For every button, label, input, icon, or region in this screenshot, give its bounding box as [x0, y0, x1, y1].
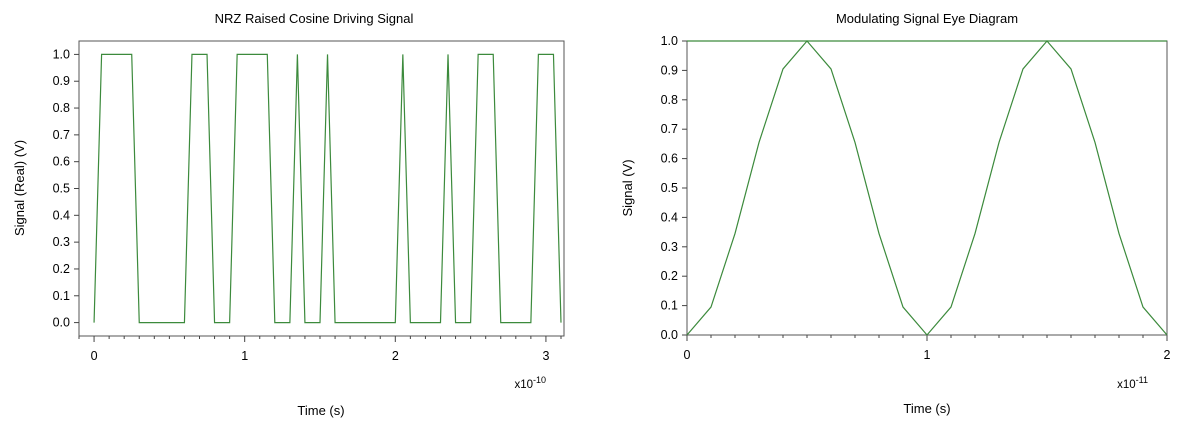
y-tick-label: 0.0: [661, 328, 678, 342]
nrz-driving-signal-chart: NRZ Raised Cosine Driving Signal Signal …: [12, 11, 565, 418]
y-tick-label: 0.1: [661, 299, 678, 313]
y-tick-label: 0.3: [661, 240, 678, 254]
y-tick-label: 0.5: [53, 182, 70, 196]
y-tick-label: 0.7: [53, 128, 70, 142]
y-tick-label: 1.0: [661, 34, 678, 48]
series-line-0: [686, 40, 1168, 336]
chart-title: NRZ Raised Cosine Driving Signal: [215, 11, 414, 26]
x-tick-label: 2: [1164, 348, 1171, 362]
x-tick-label: 0: [91, 349, 98, 363]
series-line-0: [93, 53, 562, 324]
y-tick-label: 0.4: [53, 208, 70, 222]
y-tick-label: 0.8: [661, 93, 678, 107]
x-multiplier: x10: [514, 379, 533, 391]
y-tick-label: 0.3: [53, 235, 70, 249]
y-axis-label: Signal (Real) (V): [12, 140, 27, 236]
x-multiplier: x10: [1117, 379, 1136, 391]
y-tick-label: 0.9: [661, 63, 678, 77]
y-tick-label: 0.8: [53, 101, 70, 115]
x-axis-label: Time (s): [903, 401, 950, 416]
y-tick-label: 0.9: [53, 74, 70, 88]
plot-frame: [78, 40, 565, 337]
x-axis-exponent: x10-11: [1117, 375, 1148, 391]
x-exponent: -11: [1136, 375, 1148, 385]
y-tick-label: 1.0: [53, 47, 70, 61]
y-tick-label: 0.6: [661, 152, 678, 166]
x-axis-exponent: x10-10: [514, 375, 546, 391]
y-tick-label: 0.2: [53, 262, 70, 276]
y-tick-label: 0.2: [661, 269, 678, 283]
chart-title: Modulating Signal Eye Diagram: [836, 11, 1018, 26]
y-axis-label: Signal (V): [620, 159, 635, 216]
x-tick-label: 1: [241, 349, 248, 363]
y-tick-label: 0.4: [661, 210, 678, 224]
x-tick-label: 0: [684, 348, 691, 362]
x-axis-label: Time (s): [297, 403, 344, 418]
plot-frame: [686, 40, 1168, 336]
y-tick-label: 0.1: [53, 289, 70, 303]
x-tick-label: 3: [542, 349, 549, 363]
y-tick-label: 0.5: [661, 181, 678, 195]
eye-diagram-chart: Modulating Signal Eye Diagram Signal (V)…: [620, 11, 1171, 416]
y-tick-label: 0.6: [53, 155, 70, 169]
x-exponent: -10: [533, 375, 546, 385]
x-tick-label: 1: [924, 348, 931, 362]
x-tick-label: 2: [392, 349, 399, 363]
y-tick-label: 0.7: [661, 122, 678, 136]
y-tick-label: 0.0: [53, 316, 70, 330]
